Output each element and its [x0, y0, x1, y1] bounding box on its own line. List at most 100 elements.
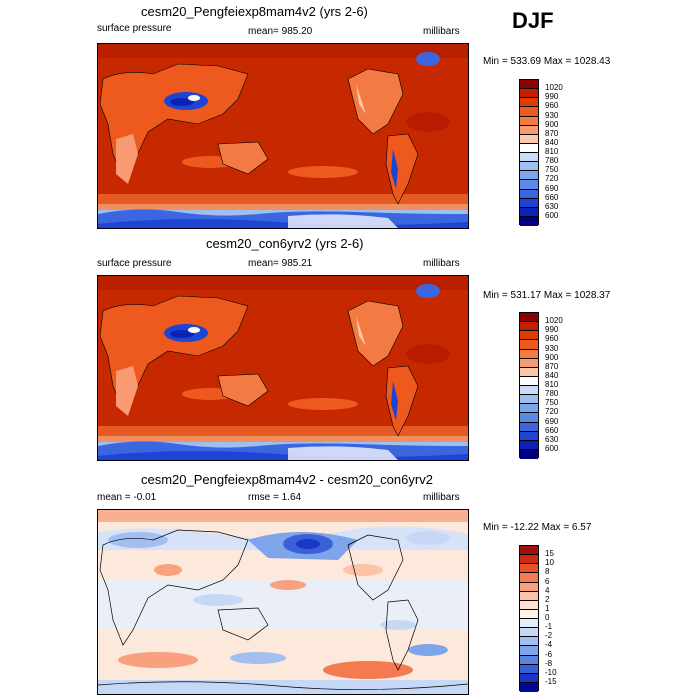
colorbar-segment: [520, 449, 538, 459]
colorbar-tick-label: 1020: [545, 316, 563, 326]
panel3-rmse-label: rmse = 1.64: [248, 492, 302, 503]
colorbar-tick-label: 810: [545, 380, 559, 389]
colorbar-tick-label: 600: [545, 443, 559, 453]
panel1-title: cesm20_Pengfeiexp8mam4v2 (yrs 2-6): [141, 4, 368, 19]
colorbar-tick-label: 990: [545, 92, 559, 102]
colorbar-tick-label: 4: [545, 585, 550, 595]
colorbar-tick-label: 720: [545, 407, 559, 417]
colorbar-segment: [520, 422, 538, 432]
panel2-map: [97, 275, 469, 461]
colorbar-segment: [520, 107, 538, 117]
panel3-mean-label: mean = -0.01: [97, 492, 157, 503]
colorbar-segment: [520, 98, 538, 108]
colorbar-segment: [520, 555, 538, 565]
colorbar-segment: [520, 134, 538, 144]
panel2-colorbar: [519, 312, 539, 459]
colorbar-segment: [520, 591, 538, 601]
colorbar-tick-label: -4: [545, 640, 553, 650]
colorbar-segment: [520, 125, 538, 135]
colorbar-segment: [520, 358, 538, 368]
colorbar-tick-label: 690: [545, 416, 559, 426]
colorbar-segment: [520, 440, 538, 450]
colorbar-segment: [520, 198, 538, 208]
panel3-minmax-label: Min = -12.22 Max = 6.57: [483, 522, 592, 533]
panel1-units-label: millibars: [423, 26, 460, 37]
colorbar-segment: [520, 340, 538, 350]
colorbar-segment: [520, 313, 538, 323]
colorbar-segment: [520, 207, 538, 217]
colorbar-tick-label: 10: [545, 558, 554, 568]
colorbar-tick-label: -15: [545, 676, 557, 686]
colorbar-tick-label: 660: [545, 425, 559, 435]
colorbar-tick-label: 2: [545, 594, 550, 604]
panel1-map: [97, 43, 469, 229]
colorbar-segment: [520, 331, 538, 341]
colorbar-tick-label: 1: [545, 603, 550, 613]
colorbar-segment: [520, 189, 538, 199]
colorbar-tick-label: 630: [545, 201, 559, 211]
colorbar-tick-label: 870: [545, 128, 559, 138]
panel3-map: [97, 509, 469, 695]
colorbar-tick-label: 15: [545, 549, 554, 559]
colorbar-segment: [520, 564, 538, 574]
colorbar-segment: [520, 582, 538, 592]
colorbar-tick-label: 840: [545, 370, 559, 380]
colorbar-tick-label: -2: [545, 631, 553, 641]
colorbar-segment: [520, 600, 538, 610]
colorbar-tick-label: 0: [545, 613, 550, 622]
colorbar-segment: [520, 162, 538, 172]
panel1-minmax-label: Min = 533.69 Max = 1028.43: [483, 56, 611, 67]
colorbar-segment: [520, 153, 538, 163]
colorbar-segment: [520, 573, 538, 583]
colorbar-tick-label: 930: [545, 343, 559, 353]
panel2-title: cesm20_con6yrv2 (yrs 2-6): [206, 236, 364, 251]
panel3-units-label: millibars: [423, 492, 460, 503]
colorbar-segment: [520, 682, 538, 692]
colorbar-tick-label: 690: [545, 183, 559, 193]
colorbar-segment: [520, 116, 538, 126]
colorbar-tick-label: 600: [545, 210, 559, 220]
colorbar-tick-label: 8: [545, 567, 550, 577]
panel2-units-label: millibars: [423, 258, 460, 269]
colorbar-segment: [520, 89, 538, 99]
colorbar-segment: [520, 637, 538, 647]
colorbar-tick-label: 750: [545, 398, 559, 408]
colorbar-tick-label: 840: [545, 137, 559, 147]
colorbar-segment: [520, 386, 538, 396]
colorbar-tick-label: 720: [545, 174, 559, 184]
colorbar-segment: [520, 395, 538, 405]
season-label: DJF: [512, 8, 554, 33]
colorbar-segment: [520, 619, 538, 629]
colorbar-segment: [520, 431, 538, 441]
colorbar-tick-label: -10: [545, 667, 557, 677]
panel1-mean-label: mean= 985.20: [248, 26, 313, 37]
colorbar-tick-label: -6: [545, 649, 553, 659]
colorbar-segment: [520, 376, 538, 386]
colorbar-segment: [520, 171, 538, 181]
colorbar-segment: [520, 673, 538, 683]
colorbar-tick-label: -1: [545, 622, 553, 632]
colorbar-segment: [520, 322, 538, 332]
colorbar-segment: [520, 646, 538, 656]
colorbar-tick-label: 870: [545, 361, 559, 371]
colorbar-tick-label: 750: [545, 165, 559, 175]
panel1-variable-label: surface pressure: [97, 23, 172, 34]
colorbar-tick-label: 630: [545, 434, 559, 444]
colorbar-tick-label: 660: [545, 192, 559, 202]
colorbar-segment: [520, 80, 538, 90]
colorbar-tick-label: 960: [545, 101, 559, 111]
colorbar-tick-label: 1020: [545, 83, 563, 93]
colorbar-segment: [520, 413, 538, 423]
colorbar-tick-label: 930: [545, 110, 559, 120]
colorbar-tick-label: 900: [545, 352, 559, 362]
colorbar-tick-label: 990: [545, 325, 559, 335]
colorbar-segment: [520, 664, 538, 674]
panel3-colorbar: [519, 545, 539, 692]
colorbar-segment: [520, 404, 538, 414]
colorbar-tick-label: 780: [545, 389, 559, 399]
colorbar-segment: [520, 180, 538, 190]
panel2-minmax-label: Min = 531.17 Max = 1028.37: [483, 290, 611, 301]
colorbar-tick-label: 900: [545, 119, 559, 129]
colorbar-tick-label: 960: [545, 334, 559, 344]
colorbar-tick-label: 6: [545, 576, 550, 586]
